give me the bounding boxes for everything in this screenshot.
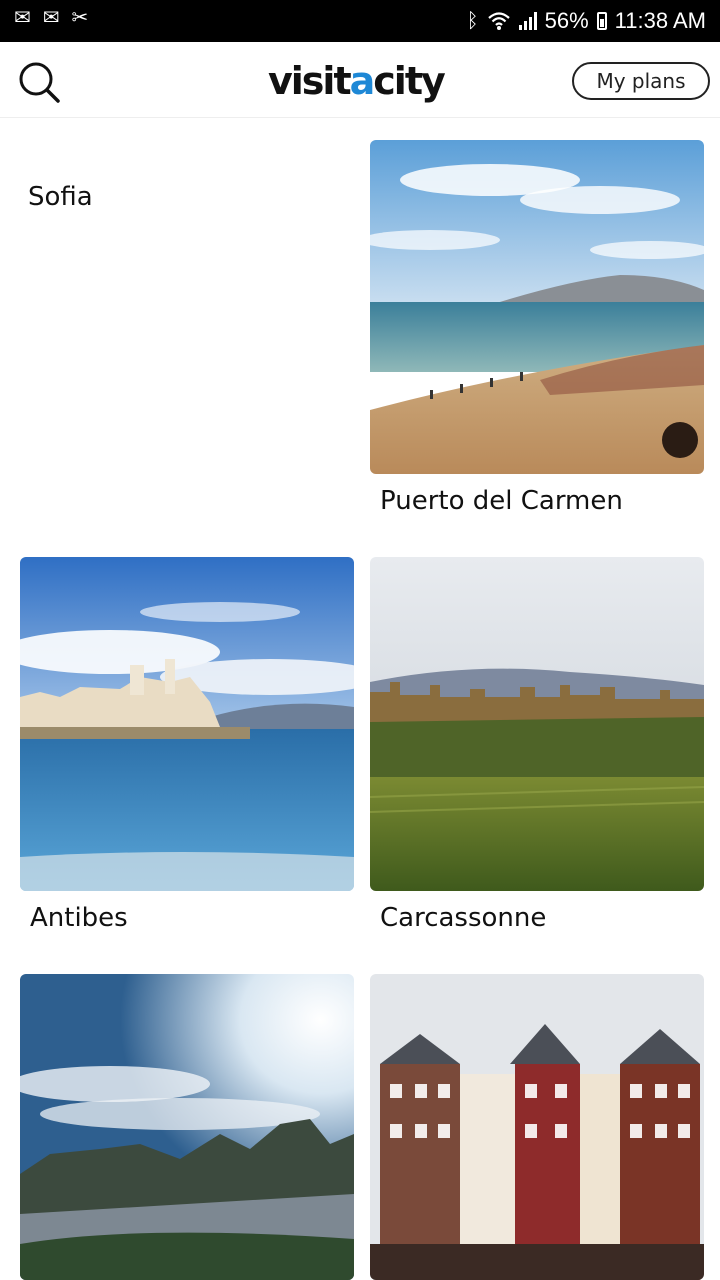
battery-icon — [596, 12, 607, 30]
status-bar: ✉ ✉ ✂ ᛒ 56% 11:38 AM — [0, 0, 720, 42]
city-image[interactable] — [370, 140, 704, 474]
logo-text-accent: a — [349, 59, 376, 103]
city-image[interactable] — [20, 974, 354, 1280]
notification-icon: ✉ — [14, 7, 31, 29]
city-name: Puerto del Carmen — [380, 486, 623, 516]
logo-text-2: city — [373, 59, 445, 103]
notification-icons: ✉ ✉ ✂ — [14, 8, 88, 28]
app-header: visitacity My plans — [0, 42, 720, 118]
notification-icon: ✂ — [71, 7, 89, 29]
city-name: Sofia — [28, 182, 93, 212]
bluetooth-icon: ᛒ — [466, 10, 479, 32]
my-plans-button[interactable]: My plans — [572, 62, 710, 100]
battery-percent: 56% — [544, 8, 589, 33]
city-image[interactable] — [370, 557, 704, 891]
city-name: Antibes — [30, 903, 128, 933]
wifi-icon — [487, 11, 511, 31]
visitacity-logo[interactable]: visitacity — [268, 58, 454, 104]
signal-icon — [518, 12, 537, 30]
clock: 11:38 AM — [614, 8, 706, 33]
city-image[interactable] — [370, 974, 704, 1280]
city-image[interactable] — [20, 557, 354, 891]
city-card-sofia[interactable]: Sofia — [20, 130, 354, 530]
city-name: Carcassonne — [380, 903, 547, 933]
search-icon[interactable] — [16, 59, 62, 105]
notification-icon: ✉ — [42, 7, 60, 29]
logo-text-1: visit — [268, 59, 352, 103]
